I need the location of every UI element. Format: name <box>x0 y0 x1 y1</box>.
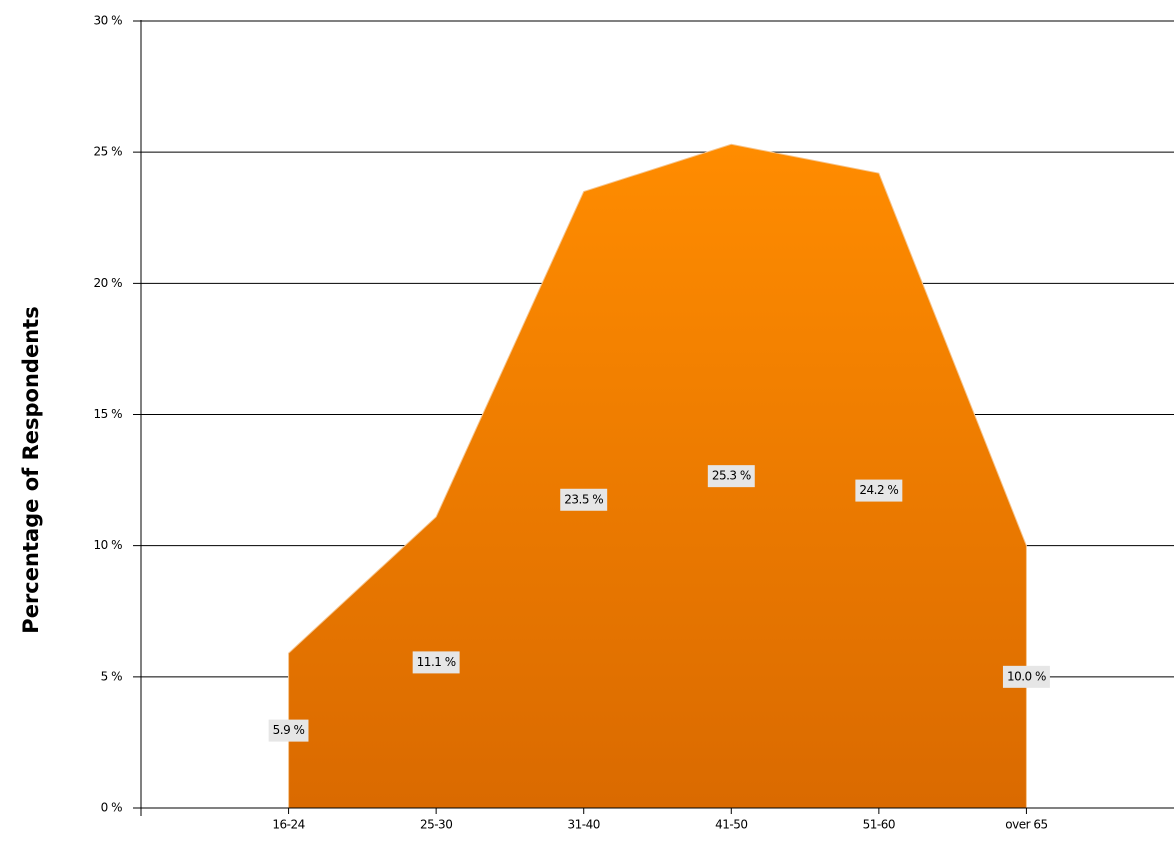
data-label-bg <box>412 651 460 674</box>
data-label-bg <box>560 488 608 511</box>
data-label: 23.5 % <box>564 492 603 506</box>
x-tick-label: 41-50 <box>715 818 747 832</box>
x-tick-label: 51-60 <box>863 818 895 832</box>
y-tick-label: 25 % <box>94 145 123 159</box>
y-tick-label: 0 % <box>101 801 122 815</box>
data-label-bg <box>268 719 309 742</box>
data-label: 24.2 % <box>859 483 898 497</box>
y-tick-label: 10 % <box>94 538 123 552</box>
x-tick-label: over 65 <box>1005 818 1047 832</box>
data-label-bg <box>1002 665 1050 688</box>
y-axis-label: Percentage of Respondents <box>19 306 43 633</box>
y-tick-label: 20 % <box>94 276 123 290</box>
data-label-bg <box>707 465 755 488</box>
x-tick-label: 16-24 <box>272 818 304 832</box>
x-tick-label: 25-30 <box>420 818 452 832</box>
x-tick-label: 31-40 <box>568 818 600 832</box>
data-label: 25.3 % <box>712 469 751 483</box>
y-tick-label: 15 % <box>94 407 123 421</box>
data-label-bg <box>855 479 903 502</box>
data-label: 10.0 % <box>1007 669 1046 683</box>
data-label: 11.1 % <box>417 655 456 669</box>
y-tick-label: 30 % <box>94 14 123 28</box>
area <box>288 143 1027 809</box>
data-label: 5.9 % <box>273 723 305 737</box>
y-tick-label: 5 % <box>101 669 122 683</box>
